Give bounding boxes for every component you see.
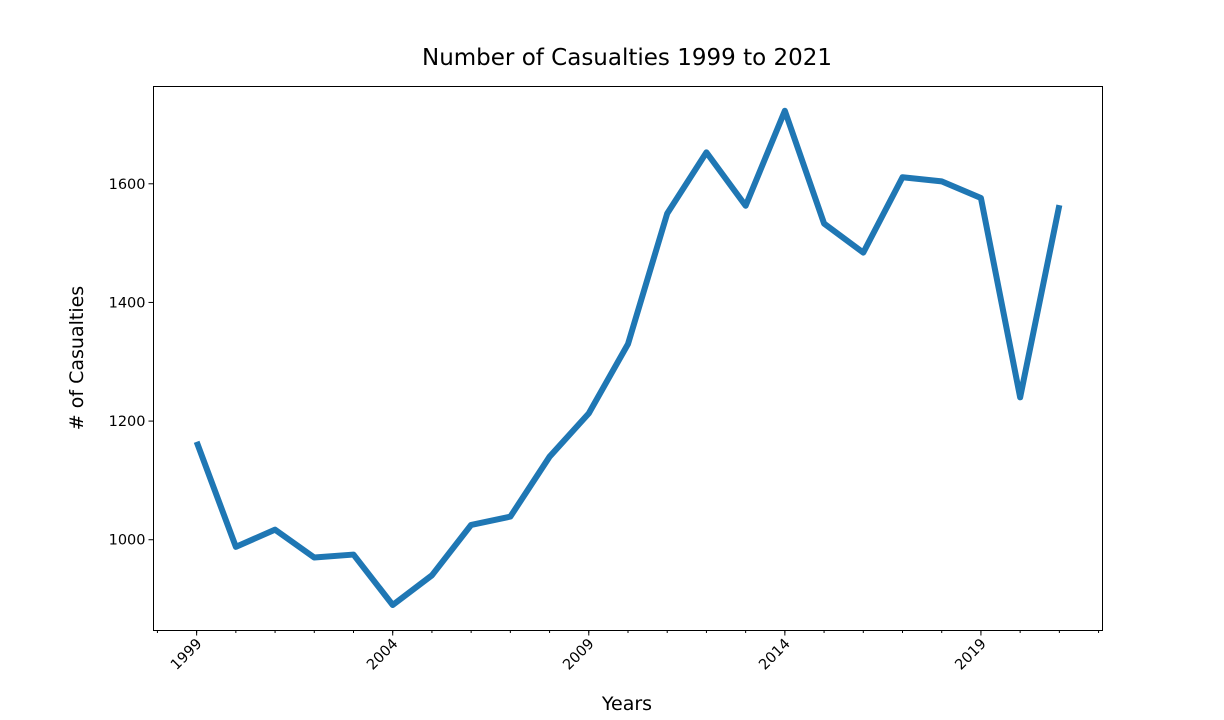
x-axis-ticks: 1999 2004 2009 2014 2019 <box>168 630 990 673</box>
plot-area: 1999 2004 2009 2014 2019 1000 1200 1400 1600 <box>109 86 1103 673</box>
x-tick-label: 2019 <box>952 636 989 673</box>
series-line <box>193 107 1063 608</box>
series-layer <box>193 107 1063 608</box>
axes-frame <box>153 86 1103 631</box>
y-axis-ticks: 1000 1200 1400 1600 <box>109 177 154 549</box>
y-tick-label: 1000 <box>109 533 146 549</box>
y-tick-label: 1600 <box>109 177 146 193</box>
x-tick-label: 1999 <box>168 636 205 673</box>
y-tick-label: 1200 <box>109 414 146 430</box>
x-tick-label: 2014 <box>756 636 793 673</box>
x-tick-label: 2009 <box>560 636 597 673</box>
y-tick-label: 1400 <box>109 295 146 311</box>
x-axis-label: Years <box>601 693 652 715</box>
chart-title: Number of Casualties 1999 to 2021 <box>422 45 832 71</box>
y-axis-label: # of Casualties <box>66 286 88 430</box>
x-tick-label: 2004 <box>364 636 401 673</box>
